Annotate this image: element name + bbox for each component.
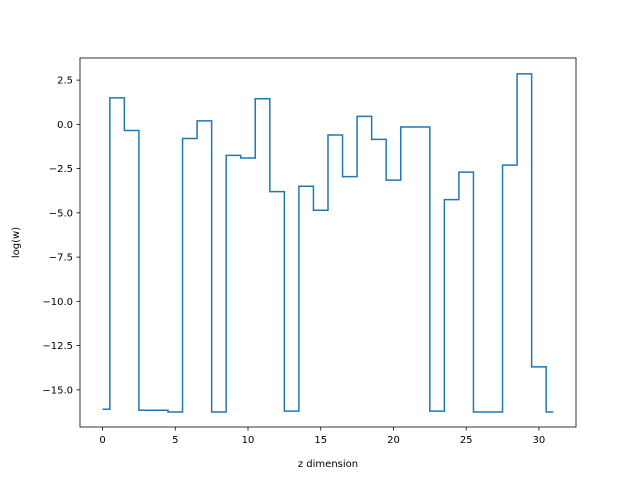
y-tick-label: −10.0 — [42, 297, 73, 308]
axes-frame — [79, 57, 577, 428]
y-tick-label: −2.5 — [49, 164, 73, 175]
y-tick-label: 2.5 — [57, 76, 73, 87]
x-tick-label: 20 — [387, 435, 400, 446]
x-tick-label: 0 — [99, 435, 105, 446]
x-axis-label: z dimension — [298, 459, 358, 470]
y-tick-label: −12.5 — [42, 341, 73, 352]
series-layer — [102, 73, 554, 413]
y-tick-label: −15.0 — [42, 385, 73, 396]
series-line — [102, 73, 554, 413]
x-tick-label: 30 — [533, 435, 546, 446]
x-axis-ticks: 0 5 10 15 20 25 30 — [99, 427, 545, 446]
x-tick-label: 25 — [460, 435, 473, 446]
y-tick-label: −5.0 — [49, 208, 73, 219]
y-axis-label: log(w) — [11, 227, 22, 258]
x-tick-label: 10 — [242, 435, 255, 446]
y-tick-label: −7.5 — [49, 253, 73, 264]
x-tick-label: 15 — [314, 435, 327, 446]
x-tick-label: 5 — [172, 435, 178, 446]
y-tick-label: 0.0 — [57, 120, 73, 131]
y-axis-ticks: 2.5 0.0 −2.5 −5.0 −7.5 −10.0 −12.5 −15.0 — [42, 76, 80, 396]
plot-area — [80, 58, 576, 427]
